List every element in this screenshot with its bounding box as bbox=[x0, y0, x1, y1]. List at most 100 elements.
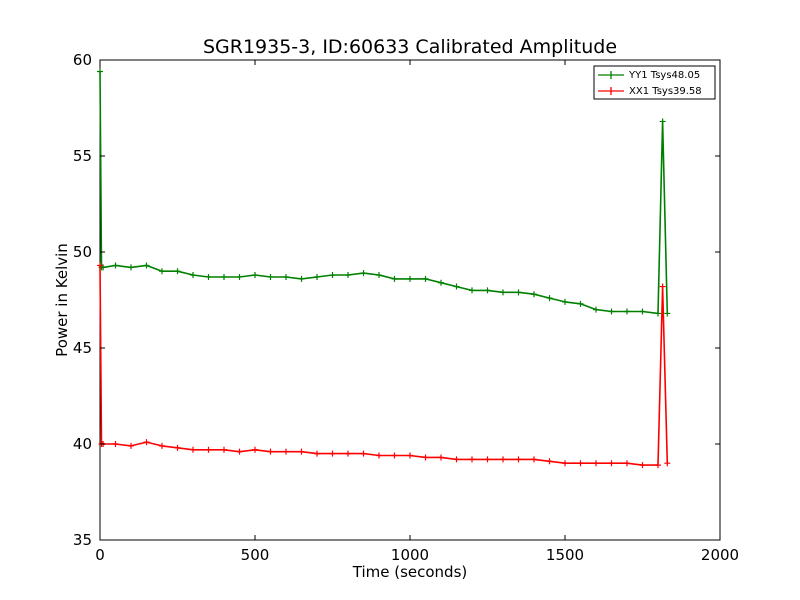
data-point bbox=[453, 283, 460, 290]
data-point bbox=[221, 273, 227, 280]
y-tick-label: 45 bbox=[73, 339, 92, 357]
legend-label-yy1: YY1 Tsys48.05 bbox=[628, 70, 700, 81]
x-axis-label: Time (seconds) bbox=[352, 563, 468, 581]
data-point bbox=[376, 452, 382, 459]
data-point bbox=[422, 454, 429, 461]
y-tick-label: 50 bbox=[73, 243, 92, 261]
data-point bbox=[531, 456, 537, 463]
data-point bbox=[314, 450, 320, 457]
data-point bbox=[664, 310, 671, 317]
data-point bbox=[97, 262, 103, 269]
data-point bbox=[329, 450, 336, 457]
plot-area bbox=[99, 59, 721, 541]
data-point bbox=[360, 450, 367, 457]
data-point bbox=[221, 446, 227, 453]
data-point bbox=[407, 452, 413, 459]
data-point bbox=[469, 456, 475, 463]
data-point bbox=[128, 442, 134, 449]
data-point bbox=[267, 273, 274, 280]
data-point bbox=[655, 462, 661, 469]
data-point bbox=[236, 448, 243, 455]
data-point bbox=[624, 308, 630, 315]
chart-title: SGR1935-3, ID:60633 Calibrated Amplitude bbox=[203, 36, 617, 58]
data-point bbox=[438, 454, 444, 461]
data-point bbox=[143, 439, 150, 446]
data-point bbox=[546, 458, 553, 465]
y-tick-label: 40 bbox=[73, 435, 92, 453]
series-layer bbox=[97, 68, 671, 469]
data-point bbox=[205, 446, 212, 453]
data-point bbox=[659, 118, 666, 125]
data-point bbox=[453, 456, 460, 463]
data-point bbox=[283, 448, 289, 455]
data-point bbox=[469, 287, 475, 294]
data-point bbox=[577, 460, 584, 467]
data-point bbox=[252, 272, 258, 279]
data-point bbox=[639, 308, 646, 315]
data-point bbox=[345, 450, 351, 457]
data-point bbox=[562, 460, 568, 467]
x-tick-label: 500 bbox=[241, 546, 270, 564]
data-point bbox=[391, 275, 398, 282]
data-point bbox=[112, 262, 119, 269]
legend-label-xx1: XX1 Tsys39.58 bbox=[629, 86, 702, 97]
data-point bbox=[562, 298, 568, 305]
data-point bbox=[515, 456, 522, 463]
data-point bbox=[174, 444, 181, 451]
data-point bbox=[252, 446, 258, 453]
data-point bbox=[407, 275, 413, 282]
data-point bbox=[205, 273, 212, 280]
data-point bbox=[639, 462, 646, 469]
legend-box bbox=[593, 65, 716, 100]
data-point bbox=[298, 448, 305, 455]
data-point bbox=[128, 264, 134, 271]
y-tick-label: 55 bbox=[73, 147, 92, 165]
data-point bbox=[283, 273, 289, 280]
data-point bbox=[515, 289, 522, 296]
data-point bbox=[298, 275, 305, 282]
data-point bbox=[484, 287, 491, 294]
data-point bbox=[190, 272, 196, 279]
data-point bbox=[97, 68, 103, 75]
data-point bbox=[608, 308, 615, 315]
y-tick-label: 35 bbox=[73, 531, 92, 549]
data-point bbox=[190, 446, 196, 453]
x-tick-label: 2000 bbox=[701, 546, 739, 564]
data-point bbox=[360, 270, 367, 277]
data-point bbox=[664, 460, 671, 467]
data-point bbox=[376, 272, 382, 279]
data-point bbox=[345, 272, 351, 279]
data-point bbox=[314, 273, 320, 280]
data-point bbox=[329, 272, 336, 279]
data-point bbox=[500, 289, 506, 296]
data-point bbox=[608, 460, 615, 467]
legend: YY1 Tsys48.05 XX1 Tsys39.58 bbox=[593, 65, 716, 100]
data-point bbox=[546, 295, 553, 302]
data-point bbox=[100, 264, 107, 271]
data-point bbox=[159, 442, 165, 449]
data-point bbox=[422, 275, 429, 282]
data-point bbox=[438, 279, 444, 286]
data-point bbox=[143, 262, 150, 269]
x-tick-label: 1500 bbox=[546, 546, 584, 564]
data-point bbox=[112, 441, 119, 447]
data-point bbox=[624, 460, 630, 467]
data-point bbox=[593, 306, 599, 313]
data-point bbox=[655, 310, 661, 317]
ticks-layer: 0 500 1000 1500 2000 35 40 45 50 55 60 bbox=[73, 51, 739, 564]
data-point bbox=[484, 456, 491, 463]
data-point bbox=[236, 273, 243, 280]
data-point bbox=[659, 283, 666, 290]
data-point bbox=[391, 452, 398, 459]
data-point bbox=[531, 291, 537, 298]
x-tick-label: 1000 bbox=[391, 546, 429, 564]
data-point bbox=[577, 300, 584, 307]
y-tick-label: 60 bbox=[73, 51, 92, 69]
x-tick-label: 0 bbox=[95, 546, 105, 564]
data-point bbox=[500, 456, 506, 463]
data-point bbox=[267, 448, 274, 455]
y-axis-label: Power in Kelvin bbox=[53, 243, 71, 357]
data-point bbox=[174, 268, 181, 275]
